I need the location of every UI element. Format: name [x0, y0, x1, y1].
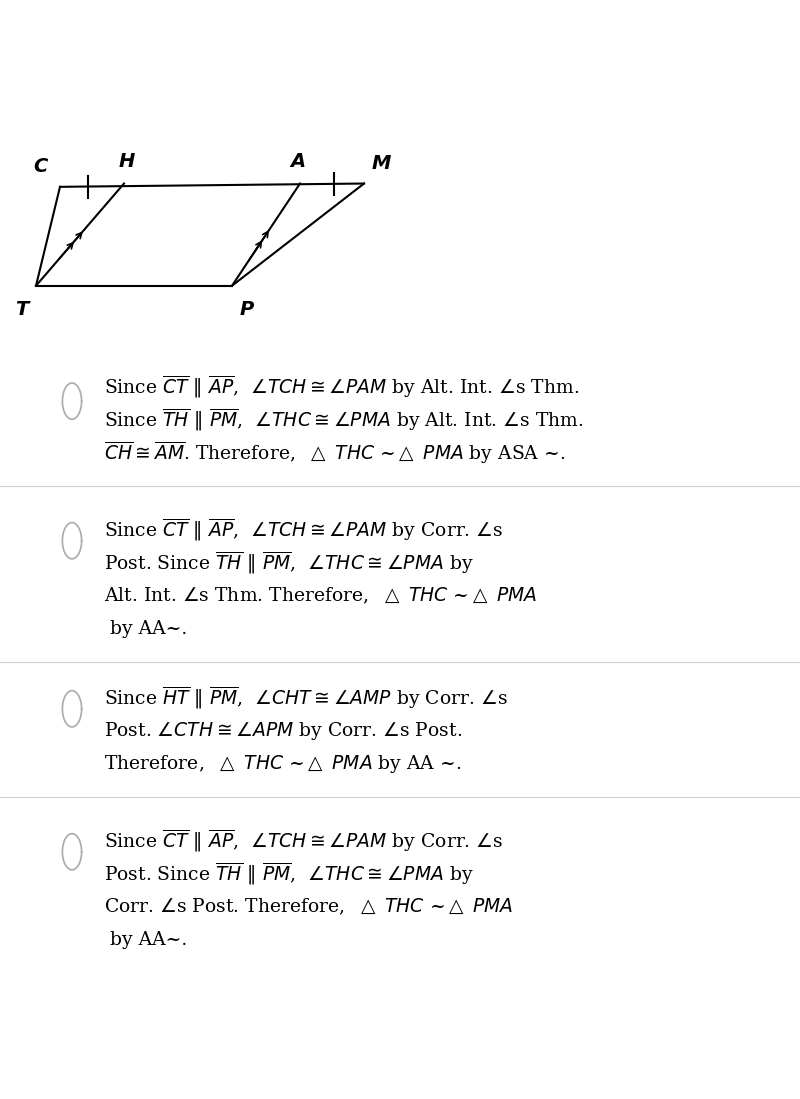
Text: M: M — [372, 154, 391, 173]
Text: Therefore,  $\triangle$ $\it{THC}$ ~$\triangle$ $\it{PMA}$ by AA ~.: Therefore, $\triangle$ $\it{THC}$ ~$\tri… — [104, 753, 462, 775]
Text: Since $\overline{CT}$ $\|$ $\overline{AP}$,  $\angle TCH \cong \angle PAM$ by Al: Since $\overline{CT}$ $\|$ $\overline{AP… — [104, 374, 579, 400]
Text: H: H — [118, 153, 134, 171]
Text: by AA~.: by AA~. — [104, 620, 187, 637]
Text: C: C — [33, 157, 47, 176]
Text: Since $\overline{CT}$ $\|$ $\overline{AP}$,  $\angle TCH \cong \angle PAM$ by Co: Since $\overline{CT}$ $\|$ $\overline{AP… — [104, 828, 503, 854]
Text: Since $\overline{HT}$ $\|$ $\overline{PM}$,  $\angle CHT \cong \angle AMP$ by Co: Since $\overline{HT}$ $\|$ $\overline{PM… — [104, 685, 508, 711]
Text: by AA~.: by AA~. — [104, 931, 187, 948]
Text: $\overline{CH} \cong \overline{AM}$. Therefore,  $\triangle$ $\it{THC}$ ~$\trian: $\overline{CH} \cong \overline{AM}$. The… — [104, 440, 566, 466]
Text: Alt. Int. $\angle$s Thm. Therefore,  $\triangle$ $\it{THC}$ ~$\triangle$ $\it{PM: Alt. Int. $\angle$s Thm. Therefore, $\tr… — [104, 586, 538, 606]
Text: Post. Since $\overline{TH}$ $\|$ $\overline{PM}$,  $\angle THC \cong \angle PMA$: Post. Since $\overline{TH}$ $\|$ $\overl… — [104, 550, 474, 576]
Text: P: P — [239, 300, 254, 319]
Text: Corr. $\angle$s Post. Therefore,  $\triangle$ $\it{THC}$ ~$\triangle$ $\it{PMA}$: Corr. $\angle$s Post. Therefore, $\trian… — [104, 897, 514, 917]
Text: Post. $\angle CTH \cong \angle APM$ by Corr. $\angle$s Post.: Post. $\angle CTH \cong \angle APM$ by C… — [104, 720, 462, 742]
Text: Since $\overline{TH}$ $\|$ $\overline{PM}$,  $\angle THC \cong \angle PMA$ by Al: Since $\overline{TH}$ $\|$ $\overline{PM… — [104, 407, 583, 433]
Text: A: A — [290, 153, 305, 171]
Text: T: T — [15, 300, 28, 319]
Text: Post. Since $\overline{TH}$ $\|$ $\overline{PM}$,  $\angle THC \cong \angle PMA$: Post. Since $\overline{TH}$ $\|$ $\overl… — [104, 861, 474, 887]
Text: Since $\overline{CT}$ $\|$ $\overline{AP}$,  $\angle TCH \cong \angle PAM$ by Co: Since $\overline{CT}$ $\|$ $\overline{AP… — [104, 517, 503, 543]
